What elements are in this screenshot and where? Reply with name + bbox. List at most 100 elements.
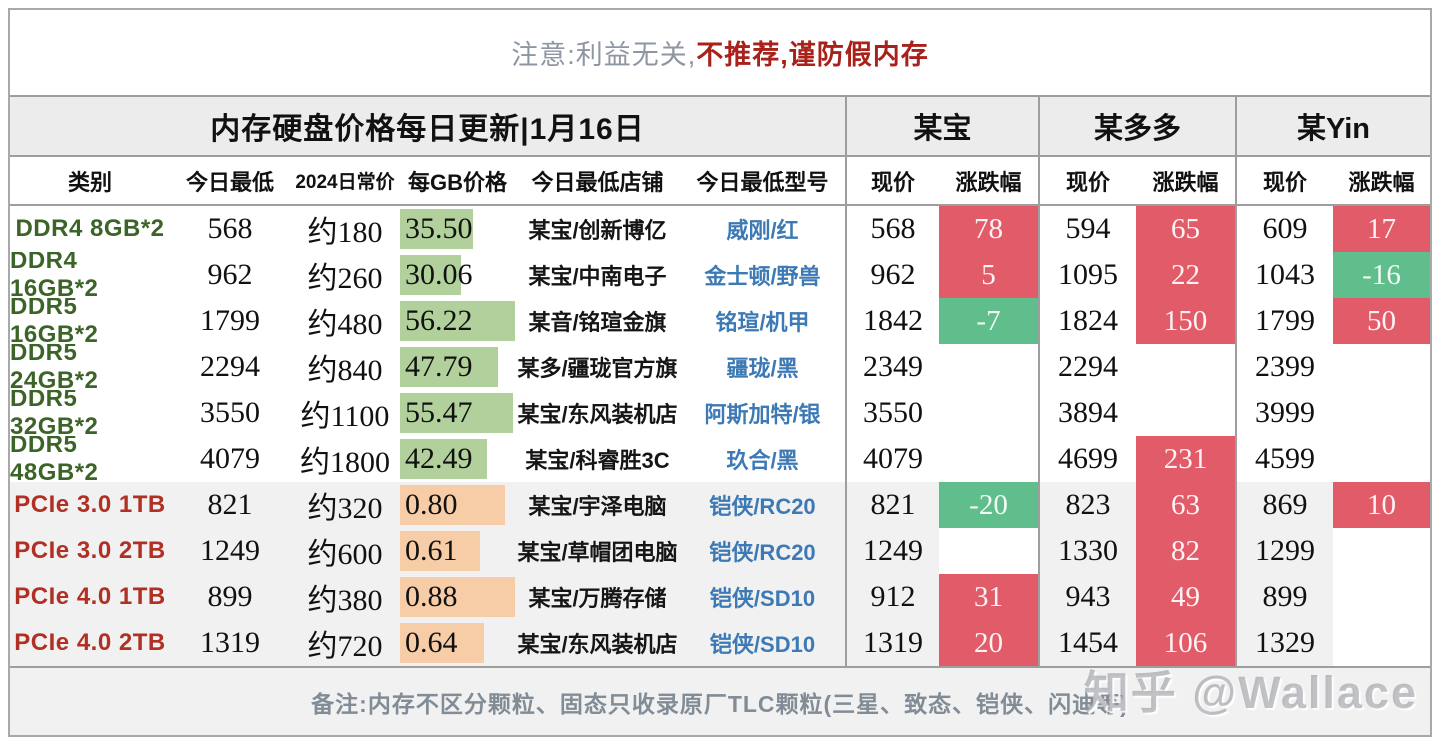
table-row: DDR5 24GB*2 2294 约840 47.79 某多/疆珑官方旗 疆珑/… xyxy=(10,344,1430,390)
platform-change: 22 xyxy=(1136,252,1235,298)
per-gb-cell: 47.79 xyxy=(400,344,515,390)
table-frame: 注意:利益无关, 不推荐,谨防假内存 内存硬盘价格每日更新|1月16日 某宝 某… xyxy=(8,8,1432,737)
today-low: 899 xyxy=(170,574,290,620)
usual-price: 约380 xyxy=(290,574,400,620)
col-header-store: 今日最低店铺 xyxy=(531,169,664,195)
per-gb-value: 0.64 xyxy=(405,626,458,659)
platform-change: 31 xyxy=(939,574,1038,620)
platform-price: 1319 xyxy=(845,620,939,666)
store: 某宝/万腾存储 xyxy=(515,574,680,620)
platform-change: 49 xyxy=(1136,574,1235,620)
per-gb-cell: 0.61 xyxy=(400,528,515,574)
platform-price: 3999 xyxy=(1235,390,1333,436)
table-row: PCIe 4.0 2TB 1319 约720 0.64 某宝/东风装机店 铠侠/… xyxy=(10,620,1430,666)
platform-price: 2294 xyxy=(1038,344,1136,390)
platform-price: 1329 xyxy=(1235,620,1333,666)
today-low: 1319 xyxy=(170,620,290,666)
table-row: DDR4 16GB*2 962 约260 30.06 某宝/中南电子 金士顿/野… xyxy=(10,252,1430,298)
category-label: PCIe 4.0 1TB xyxy=(10,574,170,620)
usual-price: 约480 xyxy=(307,308,383,341)
platform-price: 4079 xyxy=(845,436,939,482)
per-gb-cell: 55.47 xyxy=(400,390,515,436)
platform-price: 3894 xyxy=(1038,390,1136,436)
platform-header-douyin: 某Yin xyxy=(1235,97,1430,155)
store: 某宝/科睿胜3C xyxy=(525,448,670,473)
model: 铠侠/SD10 xyxy=(680,620,845,666)
table-row: DDR5 16GB*2 1799 约480 56.22 某音/铭瑄金旗 铭瑄/机… xyxy=(10,298,1430,344)
today-low: 821 xyxy=(170,482,290,528)
per-gb-value: 42.49 xyxy=(405,442,473,475)
platform-change xyxy=(1333,620,1430,666)
platform-change: 10 xyxy=(1333,482,1430,528)
usual-price: 约600 xyxy=(290,528,400,574)
watermark-text: 知乎 @Wallace xyxy=(1083,667,1418,718)
today-low: 2294 xyxy=(200,350,260,383)
per-gb-value: 35.50 xyxy=(405,212,473,245)
platform-change xyxy=(1136,390,1235,436)
category-label: DDR5 24GB*2 xyxy=(10,344,99,390)
model: 疆珑/黑 xyxy=(726,356,799,381)
platform-change xyxy=(1333,344,1430,390)
platform-price: 1842 xyxy=(845,298,939,344)
platform-header-taobao: 某宝 xyxy=(845,97,1038,155)
category-label: PCIe 3.0 2TB xyxy=(10,528,170,574)
platform-change xyxy=(1333,574,1430,620)
today-low: 962 xyxy=(207,258,253,291)
per-gb-data-bar xyxy=(400,485,505,525)
per-gb-value: 56.22 xyxy=(405,304,473,337)
today-low: 1799 xyxy=(200,304,260,337)
platform-price: 594 xyxy=(1038,206,1136,252)
platform-price: 943 xyxy=(1038,574,1136,620)
platform-price: 1095 xyxy=(1038,252,1136,298)
platform-price: 609 xyxy=(1235,206,1333,252)
notice-banner: 注意:利益无关, 不推荐,谨防假内存 xyxy=(10,10,1430,97)
category-label: DDR4 8GB*2 xyxy=(15,215,165,242)
platform-change: 231 xyxy=(1136,436,1235,482)
col-header-taobao-price: 现价 xyxy=(845,157,939,204)
platform-price: 1330 xyxy=(1038,528,1136,574)
table-body: DDR4 8GB*2 568 约180 35.50 某宝/创新博亿 威刚/红 5… xyxy=(10,206,1430,666)
column-header-row: 类别 今日最低 2024日常价 每GB价格 今日最低店铺 今日最低型号 现价 涨… xyxy=(10,157,1430,206)
store: 某宝/东风装机店 xyxy=(515,620,680,666)
model: 铠侠/SD10 xyxy=(680,574,845,620)
per-gb-cell: 56.22 xyxy=(400,298,515,344)
platform-change: -7 xyxy=(939,298,1038,344)
platform-change xyxy=(939,390,1038,436)
platform-change: 150 xyxy=(1136,298,1235,344)
today-low: 568 xyxy=(207,212,253,245)
model: 铠侠/RC20 xyxy=(680,528,845,574)
per-gb-value: 55.47 xyxy=(405,396,473,429)
platform-change xyxy=(1333,390,1430,436)
store: 某宝/东风装机店 xyxy=(517,402,678,427)
table-row: PCIe 3.0 1TB 821 约320 0.80 某宝/宇泽电脑 铠侠/RC… xyxy=(10,482,1430,528)
today-low: 3550 xyxy=(200,396,260,429)
platform-change: 17 xyxy=(1333,206,1430,252)
platform-price: 1249 xyxy=(845,528,939,574)
category-label: DDR4 16GB*2 xyxy=(10,252,99,298)
per-gb-value: 30.06 xyxy=(405,258,473,291)
platform-price: 2399 xyxy=(1235,344,1333,390)
model: 铠侠/RC20 xyxy=(680,482,845,528)
col-header-pdd-change: 涨跌幅 xyxy=(1152,169,1219,195)
per-gb-data-bar xyxy=(400,623,484,663)
platform-change: 82 xyxy=(1136,528,1235,574)
store: 某音/铭瑄金旗 xyxy=(528,310,667,335)
platform-price: 899 xyxy=(1235,574,1333,620)
per-gb-cell: 0.80 xyxy=(400,482,515,528)
platform-change xyxy=(1333,528,1430,574)
per-gb-data-bar xyxy=(400,439,487,479)
platform-price: 823 xyxy=(1038,482,1136,528)
footer-note: 备注:内存不区分颗粒、固态只收录原厂TLC颗粒(三星、致态、铠侠、闪迪等) xyxy=(10,666,1430,735)
per-gb-cell: 42.49 xyxy=(400,436,515,482)
platform-change: -20 xyxy=(939,482,1038,528)
per-gb-data-bar xyxy=(400,393,514,433)
per-gb-value: 0.80 xyxy=(405,488,458,521)
model: 阿斯加特/银 xyxy=(704,402,821,427)
today-low: 1249 xyxy=(170,528,290,574)
platform-price: 962 xyxy=(845,252,939,298)
category-label: PCIe 4.0 2TB xyxy=(10,620,170,666)
platform-price: 4699 xyxy=(1038,436,1136,482)
platform-price: 568 xyxy=(845,206,939,252)
platform-price: 1799 xyxy=(1235,298,1333,344)
